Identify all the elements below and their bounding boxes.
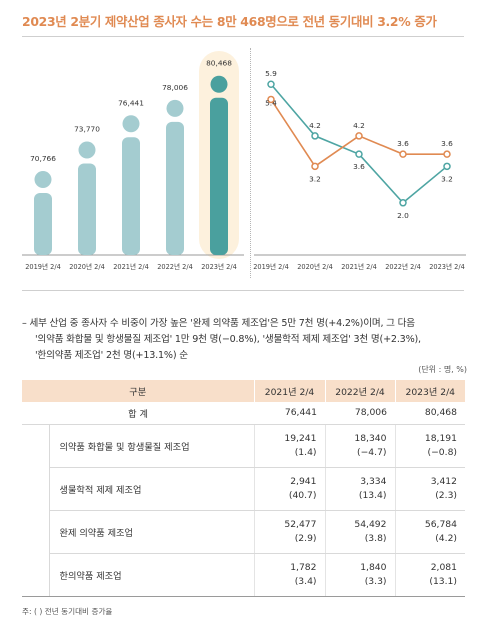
table-cell: 56,784 (4.2) bbox=[394, 510, 465, 554]
row-label: 생물학적 제제 제조업 bbox=[48, 467, 254, 511]
bar bbox=[34, 193, 52, 255]
row-label: 완제 의약품 제조업 bbox=[48, 510, 254, 554]
data-point bbox=[311, 162, 319, 171]
table-cell: 2,941 (40.7) bbox=[253, 467, 325, 511]
person-figure-head bbox=[122, 115, 140, 133]
footnote: 주: ( ) 전년 동기대비 증가율 bbox=[22, 607, 113, 616]
bar bbox=[78, 163, 96, 255]
table-cell: 3,412 (2.3) bbox=[394, 467, 465, 511]
x-tick-label: 2022년 2/4 bbox=[157, 262, 193, 271]
title-rule bbox=[22, 36, 464, 37]
table-cell: 18,340 (−4.7) bbox=[324, 424, 395, 468]
header-2021: 2021년 2/4 bbox=[253, 380, 325, 402]
chart-bottom-rule bbox=[22, 290, 464, 291]
data-label: 3.2 bbox=[309, 174, 321, 183]
summary-paragraph: – 세부 산업 중 종사자 수 비중이 가장 높은 '완제 의약품 제조업'은 … bbox=[22, 316, 472, 364]
table-cell: 19,241 (1.4) bbox=[253, 424, 325, 468]
header-2022: 2022년 2/4 bbox=[324, 380, 395, 402]
x-tick-label: 2021년 2/4 bbox=[341, 262, 377, 271]
x-tick-label: 2020년 2/4 bbox=[297, 262, 333, 271]
data-point bbox=[311, 132, 319, 140]
table-row: 한의약품 제조업 1,782 (3.4) 1,840 (3.3) 2,081 (13.… bbox=[22, 553, 465, 597]
data-label: 80,468 bbox=[206, 59, 232, 68]
indent-cell bbox=[22, 467, 49, 510]
header-2023: 2023년 2/4 bbox=[394, 380, 465, 402]
table-row: 생물학적 제제 제조업 2,941 (40.7) 3,334 (13.4) 3,41… bbox=[22, 467, 465, 511]
person-figure-head bbox=[166, 99, 184, 117]
data-point bbox=[355, 132, 363, 140]
data-label: 78,006 bbox=[162, 83, 188, 92]
header-category: 구분 bbox=[129, 387, 147, 398]
data-label: 76,441 bbox=[118, 98, 144, 107]
person-figure-head bbox=[78, 141, 96, 159]
growth-rate-line-chart: 5.9 4.2 3.6 2.0 3.2 5.4 3.2 4.2 3.6 3.6 2019년 2/4 2… bbox=[253, 69, 466, 271]
x-tick-label: 2023년 2/4 bbox=[429, 262, 465, 271]
data-label: 3.6 bbox=[353, 162, 365, 171]
data-point bbox=[399, 150, 407, 158]
summary-line-1: – 세부 산업 중 종사자 수 비중이 가장 높은 '완제 의약품 제조업'은 … bbox=[22, 318, 415, 329]
industry-employee-table: 구분 2021년 2/4 2022년 2/4 2023년 2/4 합 계 76,… bbox=[22, 380, 465, 597]
person-figure-head bbox=[34, 171, 52, 188]
data-label: 3.2 bbox=[441, 174, 453, 183]
chart-separator bbox=[250, 48, 251, 278]
x-tick-label: 2020년 2/4 bbox=[69, 262, 105, 271]
indent-cell bbox=[22, 424, 49, 467]
table-cell: 52,477 (2.9) bbox=[253, 510, 325, 554]
x-tick-label: 2022년 2/4 bbox=[385, 262, 421, 271]
table-cell: 2,081 (13.1) bbox=[394, 553, 465, 597]
table-cell: 80,468 bbox=[395, 402, 465, 425]
table-cell: 1,840 (3.3) bbox=[324, 553, 395, 597]
indent-cell bbox=[22, 510, 49, 553]
table-header-row: 구분 2021년 2/4 2022년 2/4 2023년 2/4 bbox=[22, 380, 465, 402]
person-figure-head bbox=[210, 75, 228, 93]
bar bbox=[210, 97, 228, 255]
x-tick-label: 2019년 2/4 bbox=[25, 262, 61, 271]
data-label: 5.4 bbox=[265, 98, 277, 107]
table-cell: 1,782 (3.4) bbox=[253, 553, 325, 597]
data-label: 4.2 bbox=[309, 121, 321, 130]
data-point bbox=[443, 162, 451, 171]
row-label: 한의약품 제조업 bbox=[48, 553, 254, 597]
data-label: 70,766 bbox=[30, 154, 56, 163]
row-label: 의약품 화합물 및 항생물질 제조업 bbox=[48, 424, 254, 468]
x-tick-label: 2021년 2/4 bbox=[113, 262, 149, 271]
x-tick-label: 2019년 2/4 bbox=[253, 262, 289, 271]
bar bbox=[122, 137, 140, 255]
table-cell: 18,191 (−0.8) bbox=[394, 424, 465, 468]
table-row: 완제 의약품 제조업 52,477 (2.9) 54,492 (3.8) 56,78… bbox=[22, 510, 465, 554]
employee-count-bar-chart: 70,766 2019년 2/4 73,770 2020년 2/4 76,441 2021… bbox=[22, 51, 244, 271]
table-cell: 3,334 (13.4) bbox=[324, 467, 395, 511]
data-label: 2.0 bbox=[397, 211, 409, 220]
data-label: 3.6 bbox=[441, 139, 453, 148]
x-tick-label: 2023년 2/4 bbox=[201, 262, 237, 271]
table-row: 의약품 화합물 및 항생물질 제조업 19,241 (1.4) 18,340 (−4… bbox=[22, 424, 465, 468]
data-point bbox=[267, 80, 275, 88]
summary-line-2: '의약품 화합물 및 항생물질 제조업' 1만 9천 명(−0.8%), '생물… bbox=[35, 334, 421, 345]
table-cell: 78,006 bbox=[325, 402, 395, 425]
data-label: 4.2 bbox=[353, 121, 365, 130]
table-cell: 54,492 (3.8) bbox=[324, 510, 395, 554]
data-point bbox=[443, 150, 451, 158]
unit-label: (단위 : 명, %) bbox=[418, 365, 467, 374]
data-point bbox=[399, 199, 407, 207]
bar bbox=[166, 121, 184, 255]
data-point bbox=[267, 95, 275, 104]
indent-cell bbox=[22, 553, 49, 597]
summary-line-3: '한의약품 제조업' 2천 명(+13.1%) 순 bbox=[35, 350, 188, 361]
data-label: 73,770 bbox=[74, 125, 100, 134]
table-total-row: 합 계 76,441 78,006 80,468 bbox=[22, 402, 465, 425]
page-title: 2023년 2분기 제약산업 종사자 수는 8만 468명으로 전년 동기대비 … bbox=[22, 14, 437, 29]
table-cell: 76,441 bbox=[254, 402, 325, 425]
data-label: 3.6 bbox=[397, 139, 409, 148]
series-line bbox=[270, 83, 448, 204]
data-label: 5.9 bbox=[265, 69, 277, 78]
data-point bbox=[355, 150, 363, 158]
total-label: 합 계 bbox=[22, 402, 254, 425]
